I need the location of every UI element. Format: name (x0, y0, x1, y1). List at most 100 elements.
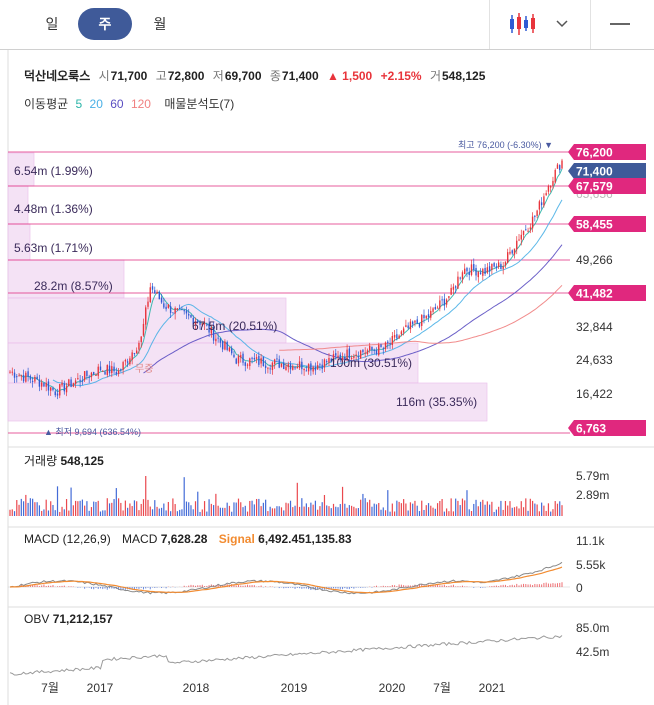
rights-issue-label: 무증 (135, 363, 153, 375)
macd-histogram-bar (47, 585, 49, 587)
volume-bar (441, 499, 443, 516)
macd-histogram-bar (299, 587, 301, 589)
macd-histogram-bar (527, 584, 529, 587)
candle-body (409, 321, 412, 330)
volume-bar (314, 500, 317, 516)
candle-body (452, 286, 455, 290)
macd-histogram-bar (283, 587, 285, 589)
macd-histogram-bar (68, 586, 70, 587)
volume-bar (240, 502, 242, 516)
candle-body (303, 368, 305, 371)
candle-body (355, 354, 357, 356)
candle-body (500, 263, 502, 270)
volume-bar (520, 501, 522, 516)
candle-body (99, 366, 102, 371)
volume-bar (335, 506, 337, 516)
chart-type-button[interactable] (500, 8, 578, 40)
candle-body (477, 271, 479, 278)
candle-body (538, 201, 541, 210)
volume-bar (391, 503, 393, 516)
candle-body (285, 366, 287, 371)
volume-bar (242, 507, 244, 516)
macd-value: 7,628.28 (160, 532, 208, 546)
candle-body (378, 344, 380, 356)
price-change-pct: +2.15% (380, 69, 422, 83)
volume-bar (50, 501, 52, 516)
volume-bar (400, 503, 402, 516)
candle-body (559, 165, 561, 171)
candle-body (421, 314, 423, 326)
menu-button[interactable] (600, 8, 644, 40)
ma-period-120[interactable]: 120 (130, 97, 151, 111)
candle-body (402, 328, 405, 333)
candle-body (97, 366, 99, 376)
macd-histogram-bar (495, 585, 497, 587)
volume-bar (237, 498, 240, 516)
candle-body (197, 320, 199, 323)
volume-bar (210, 503, 212, 516)
candle-body (83, 371, 86, 381)
volume-bar (131, 506, 133, 516)
candle-body (298, 361, 301, 368)
candle-body (235, 358, 237, 364)
volume-bar (201, 509, 203, 516)
volume-bar (468, 509, 470, 516)
macd-histogram-bar (59, 586, 61, 587)
tab-day[interactable]: 일 (45, 16, 59, 32)
volume-bar (500, 500, 502, 516)
candle-body (516, 240, 518, 250)
candle-body (488, 266, 491, 272)
macd-histogram-bar (448, 585, 450, 587)
volume-bar (29, 498, 31, 516)
macd-histogram-bar (507, 586, 509, 587)
tab-month[interactable]: 월 (153, 16, 167, 32)
macd-histogram-bar (482, 587, 484, 588)
macd-histogram-bar (446, 585, 448, 587)
volume-bar (409, 502, 412, 516)
volume-bar (222, 507, 224, 516)
volume-bar (84, 505, 86, 516)
volume-bar (470, 511, 473, 516)
candle-body (357, 356, 360, 358)
volume-bar (226, 502, 228, 516)
volume-bar (355, 508, 357, 516)
candle-body (258, 355, 260, 365)
volume-bar (249, 500, 251, 516)
x-axis-label: 7월 (433, 681, 451, 695)
ma-period-5[interactable]: 5 (75, 97, 83, 111)
volume-bar (439, 500, 441, 516)
macd-histogram-bar (63, 585, 65, 587)
ma-period-60[interactable]: 60 (110, 97, 124, 111)
volume-bar (328, 506, 330, 516)
macd-histogram-bar (303, 587, 305, 589)
volume-axis-label: 5.79m (576, 469, 609, 483)
open-price: 71,700 (110, 69, 148, 83)
macd-histogram-bar (104, 587, 106, 589)
candle-body (321, 364, 323, 370)
volume-bar (165, 510, 167, 516)
macd-histogram-bar (385, 586, 387, 587)
candle-body (244, 362, 246, 366)
price-badge (568, 163, 646, 179)
macd-histogram-bar (253, 585, 255, 587)
volume-bar (38, 505, 41, 516)
candle-body (391, 336, 394, 346)
volume-bar (339, 504, 341, 516)
ma-period-20[interactable]: 20 (89, 97, 103, 111)
volume-profile-label[interactable]: 매물분석도(7) (164, 97, 235, 111)
candle-body (29, 376, 32, 380)
candle-body (68, 379, 70, 387)
tab-week[interactable]: 주 (78, 8, 132, 40)
macd-histogram-bar (38, 586, 40, 587)
candle-body (135, 350, 138, 354)
volume-bar (498, 506, 500, 516)
candle-body (63, 383, 65, 392)
macd-histogram-bar (484, 587, 486, 588)
volume-bar (457, 500, 459, 516)
macd-histogram-bar (523, 583, 525, 587)
volume-bar (427, 503, 430, 516)
volume-bar (412, 503, 414, 516)
macd-histogram-bar (480, 587, 482, 588)
indicator-legend: 이동평균 5 20 60 120 매물분석도(7) (24, 95, 238, 112)
